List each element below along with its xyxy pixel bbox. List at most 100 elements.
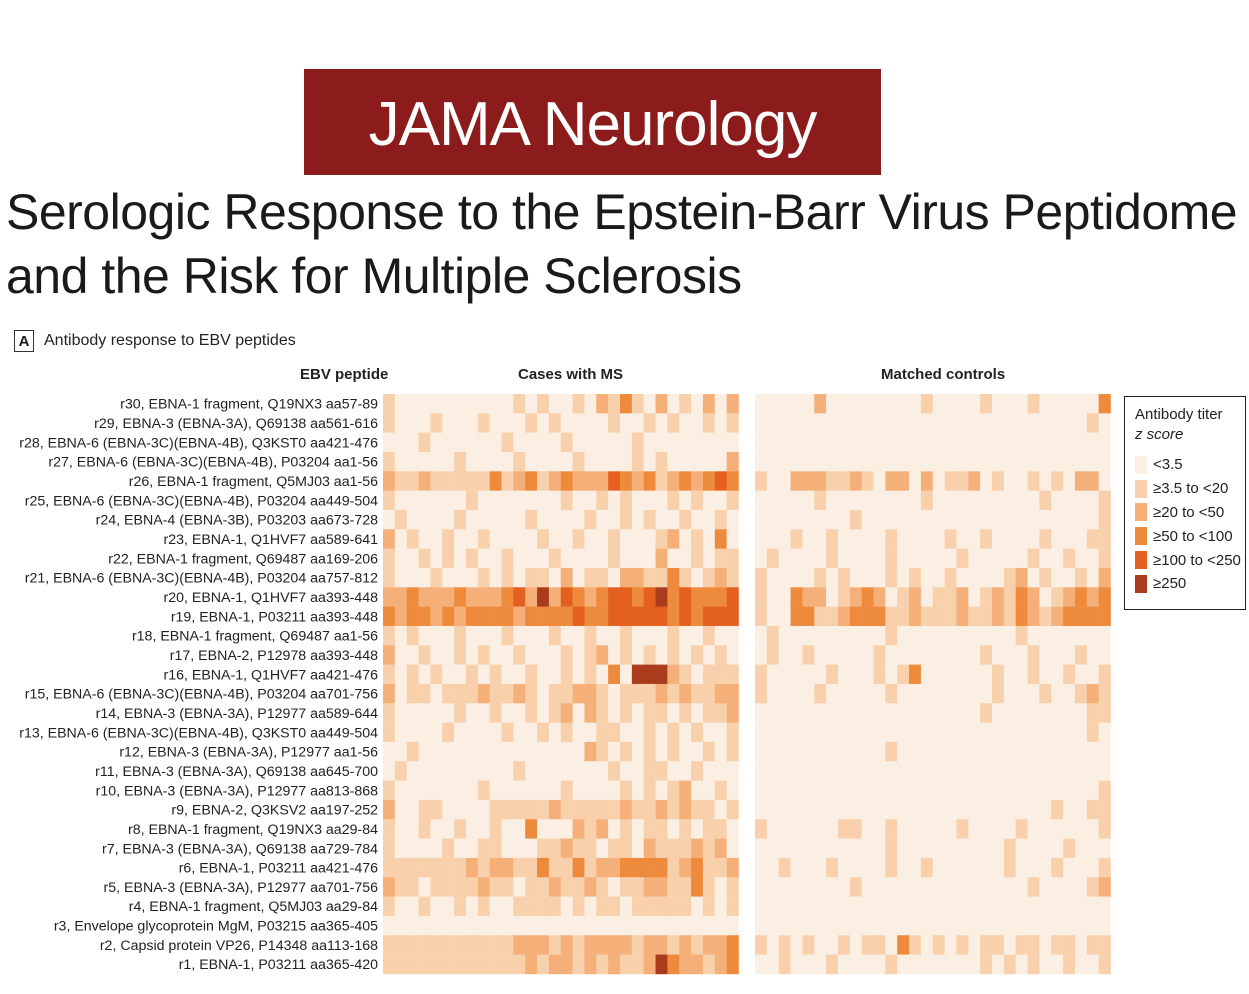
control-cell xyxy=(1063,471,1076,491)
case-cell xyxy=(501,606,514,627)
control-cell xyxy=(992,567,1005,588)
case-cell xyxy=(691,896,704,917)
control-cell xyxy=(956,509,969,530)
control-cell xyxy=(849,413,862,433)
case-cell xyxy=(620,935,633,955)
case-cell xyxy=(406,664,419,685)
case-cell xyxy=(418,567,431,588)
control-cell xyxy=(1027,915,1040,936)
control-cell xyxy=(814,896,827,917)
case-cell xyxy=(560,819,573,839)
case-cell xyxy=(679,509,692,530)
legend-item: <3.5 xyxy=(1135,453,1245,477)
control-cell xyxy=(1051,394,1064,414)
case-cell xyxy=(691,799,704,820)
control-cell xyxy=(992,645,1005,665)
case-cell xyxy=(714,625,727,646)
control-cell xyxy=(802,567,815,588)
case-cell xyxy=(584,471,597,491)
case-cell xyxy=(714,509,727,530)
case-cell xyxy=(477,471,490,491)
control-cell xyxy=(980,471,993,491)
control-cell xyxy=(802,799,815,820)
case-cell xyxy=(655,664,668,685)
case-cell xyxy=(714,722,727,743)
control-cell xyxy=(873,896,886,917)
case-cell xyxy=(454,935,467,955)
control-cell xyxy=(932,567,945,588)
case-cell xyxy=(383,838,396,859)
case-cell xyxy=(560,413,573,433)
case-cell xyxy=(643,896,656,917)
control-cell xyxy=(802,413,815,433)
row-label: r27, EBNA-6 (EBNA-3C)(EBNA-4B), P03204 a… xyxy=(48,455,378,471)
control-cell xyxy=(944,935,957,955)
control-cell xyxy=(1074,451,1088,472)
control-cell xyxy=(932,838,945,859)
case-cell xyxy=(714,954,727,975)
case-cell xyxy=(430,625,443,646)
control-cell xyxy=(837,587,851,607)
case-cell xyxy=(596,625,609,646)
case-cell xyxy=(655,625,668,646)
case-cell xyxy=(560,741,573,762)
case-cell xyxy=(691,915,704,936)
case-cell xyxy=(608,471,621,491)
control-cell xyxy=(909,471,922,491)
control-cell xyxy=(837,567,851,588)
control-cell xyxy=(755,915,768,936)
control-cell xyxy=(920,413,934,433)
control-cell xyxy=(1074,529,1088,549)
case-cell xyxy=(513,432,526,453)
case-cell xyxy=(596,606,609,627)
control-cell xyxy=(1086,471,1099,491)
control-cell xyxy=(826,567,839,588)
case-cell xyxy=(442,394,455,414)
article-title-line-2: and the Risk for Multiple Sclerosis xyxy=(6,248,742,304)
control-cell xyxy=(778,954,791,975)
control-cell xyxy=(873,935,886,955)
case-cell xyxy=(655,509,668,530)
case-cell xyxy=(584,819,597,839)
control-cell xyxy=(1051,529,1064,549)
case-cell xyxy=(430,509,443,530)
case-cell xyxy=(667,606,680,627)
case-cell xyxy=(643,935,656,955)
case-cell xyxy=(643,509,656,530)
case-cell xyxy=(537,896,550,917)
control-cell xyxy=(802,432,815,453)
control-cell xyxy=(790,838,803,859)
case-cell xyxy=(702,645,716,665)
control-cell xyxy=(1015,683,1028,704)
case-cell xyxy=(572,935,585,955)
case-cell xyxy=(608,567,621,588)
control-cell xyxy=(992,509,1005,530)
case-cell xyxy=(418,471,431,491)
case-cell xyxy=(655,877,668,897)
control-cell xyxy=(909,838,922,859)
control-cell xyxy=(956,567,969,588)
control-cell xyxy=(1086,413,1099,433)
control-cell xyxy=(826,896,839,917)
control-cell xyxy=(992,761,1005,781)
control-cell xyxy=(849,935,862,955)
control-cell xyxy=(956,683,969,704)
case-cell xyxy=(513,645,526,665)
control-cell xyxy=(909,722,922,743)
control-cell xyxy=(920,838,934,859)
control-cell xyxy=(1098,548,1111,569)
control-cell xyxy=(1063,761,1076,781)
case-cell xyxy=(406,780,419,801)
case-cell xyxy=(714,761,727,781)
case-cell xyxy=(489,606,502,627)
control-cell xyxy=(956,471,969,491)
case-cell xyxy=(394,606,407,627)
case-cell xyxy=(548,432,562,453)
control-cell xyxy=(992,935,1005,955)
control-cell xyxy=(755,683,768,704)
case-cell xyxy=(465,857,479,878)
case-cell xyxy=(383,722,396,743)
case-cell xyxy=(548,567,562,588)
control-cell xyxy=(766,451,779,472)
control-cell xyxy=(944,664,957,685)
